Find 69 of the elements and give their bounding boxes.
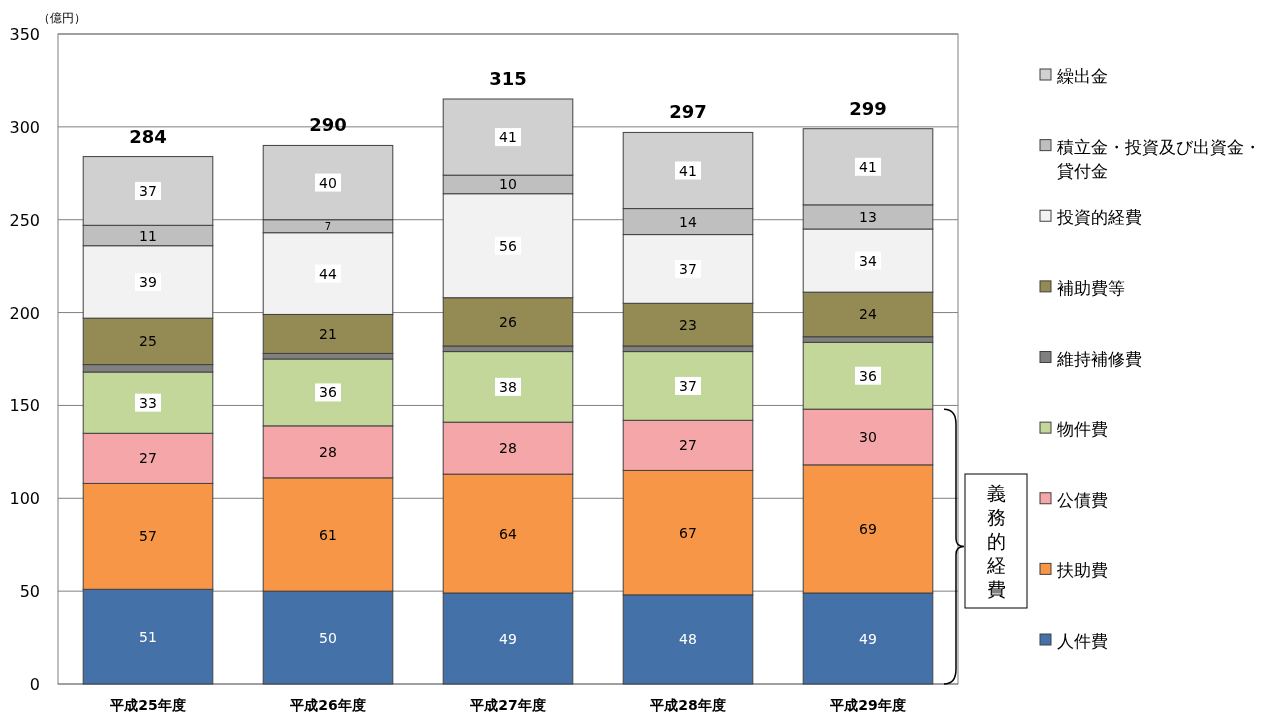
data-label: 13 [859, 208, 877, 225]
data-label: 41 [859, 158, 877, 175]
legend-label: 投資的経費 [1056, 207, 1142, 228]
legend-label: 物件費 [1057, 419, 1108, 440]
x-tick-label: 平成29年度 [829, 697, 906, 713]
y-tick-label: 300 [9, 117, 40, 137]
y-axis-title: （億円） [38, 11, 86, 25]
data-label: 48 [679, 631, 697, 648]
data-label: 36 [319, 384, 337, 401]
data-label: 39 [139, 273, 157, 290]
legend-label: 人件費 [1057, 631, 1108, 651]
data-label: 24 [859, 306, 877, 323]
data-label: 36 [859, 367, 877, 384]
data-label: 67 [679, 524, 697, 541]
legend-label: 繰出金 [1056, 66, 1108, 86]
x-tick-label: 平成28年度 [649, 697, 726, 713]
legend-label: 公債費 [1057, 489, 1108, 510]
data-label: 49 [859, 630, 877, 647]
data-label: 33 [139, 394, 157, 411]
data-label: 49 [499, 630, 517, 647]
data-label: 26 [499, 313, 517, 330]
y-tick-label: 0 [29, 675, 40, 694]
data-label: 44 [319, 265, 337, 282]
y-tick-label: 250 [9, 210, 40, 230]
total-label: 284 [129, 125, 167, 147]
total-label: 299 [849, 97, 887, 119]
data-label: 14 [679, 213, 697, 230]
y-tick-label: 350 [9, 25, 40, 44]
data-label: 37 [679, 260, 697, 277]
data-label: 28 [499, 440, 517, 457]
total-label: 290 [309, 114, 347, 136]
data-label: 21 [319, 325, 337, 342]
y-tick-label: 200 [9, 303, 40, 323]
total-label: 315 [489, 68, 527, 89]
data-label: 61 [319, 526, 337, 543]
data-label: 64 [499, 525, 517, 542]
legend-label: 扶助費 [1056, 560, 1108, 581]
data-label: 40 [319, 174, 337, 191]
data-label: 41 [499, 129, 517, 146]
legend-label: 補助費等 [1057, 277, 1125, 298]
legend-label: 積立金・投資及び出資金・貸付金 [1057, 136, 1261, 181]
data-label: 34 [859, 252, 877, 269]
x-tick-label: 平成27年度 [469, 697, 546, 713]
y-tick-label: 100 [9, 489, 40, 509]
y-tick-label: 150 [9, 396, 40, 416]
data-label: 41 [679, 162, 697, 179]
data-label: 56 [499, 237, 517, 254]
text: 義務的経費 [985, 482, 1006, 600]
data-label: 30 [859, 429, 877, 446]
y-tick-label: 50 [19, 582, 40, 602]
data-label: 25 [139, 333, 157, 350]
data-label: 28 [319, 443, 337, 460]
data-label: 27 [139, 450, 157, 467]
x-tick-label: 平成25年度 [109, 697, 186, 713]
x-tick-label: 平成26年度 [289, 697, 366, 713]
data-label: 11 [139, 227, 157, 244]
data-label: 7 [324, 220, 332, 232]
data-label: 23 [679, 316, 697, 333]
data-label: 69 [859, 520, 877, 537]
data-label: 10 [499, 176, 517, 193]
total-label: 297 [669, 101, 707, 123]
data-label: 50 [319, 629, 337, 646]
data-label: 37 [679, 377, 697, 394]
data-label: 57 [139, 528, 157, 545]
data-label: 38 [499, 378, 517, 395]
data-label: 27 [679, 437, 697, 454]
legend-label: 維持補修費 [1056, 348, 1142, 369]
data-label: 51 [139, 628, 157, 645]
data-label: 37 [139, 182, 157, 199]
